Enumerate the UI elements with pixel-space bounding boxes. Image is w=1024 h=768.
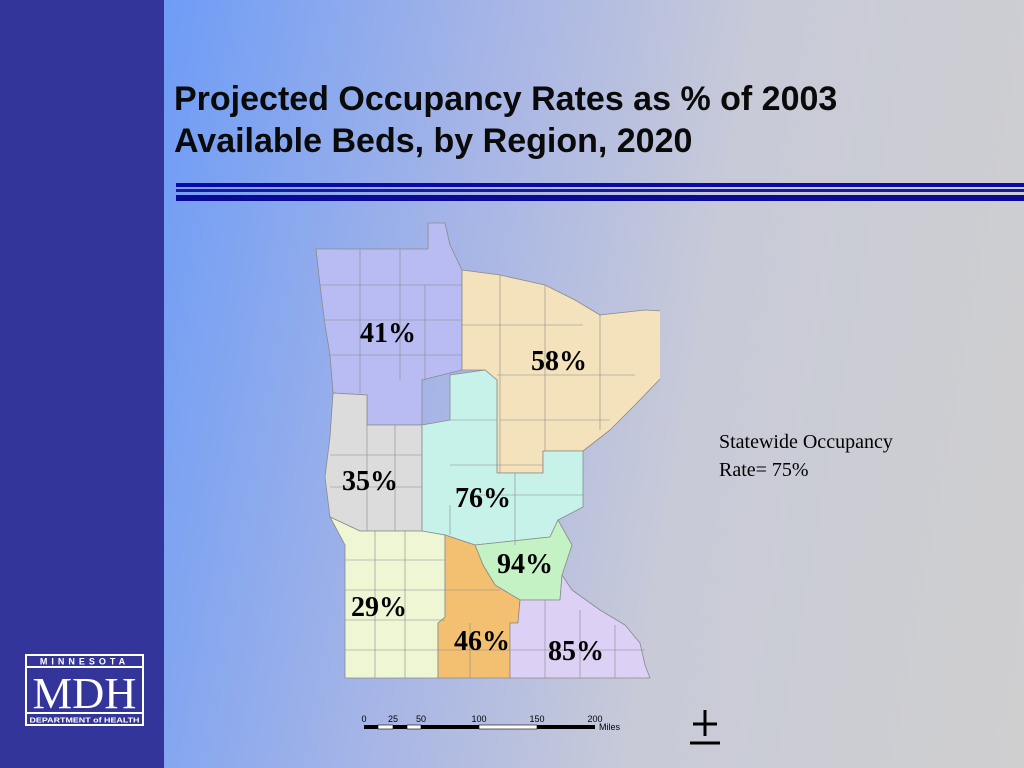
title-line-2: Available Beds, by Region, 2020 bbox=[174, 122, 693, 160]
title-rule-bottom bbox=[176, 195, 1024, 201]
label-northeast: 58% bbox=[531, 346, 587, 377]
label-northwest: 41% bbox=[360, 318, 416, 349]
scale-tick-150: 150 bbox=[529, 714, 544, 724]
logo-top-text: MINNESOTA bbox=[40, 657, 129, 667]
scale-bar: 0 25 50 100 150 200 Miles bbox=[361, 714, 621, 732]
region-northwest bbox=[315, 222, 463, 426]
statewide-rate-note: Statewide Occupancy Rate= 75% bbox=[719, 428, 979, 484]
scale-tick-0: 0 bbox=[361, 714, 366, 724]
statewide-line-2: Rate= 75% bbox=[719, 459, 809, 481]
scale-tick-50: 50 bbox=[416, 714, 426, 724]
mdh-logo: MINNESOTA MDH DEPARTMENT of HEALTH bbox=[25, 654, 144, 726]
region-percent-labels: 41% 58% 35% 76% 94% 29% 46% 85% bbox=[342, 318, 604, 667]
logo-main-text: MDH bbox=[33, 669, 137, 718]
label-central: 76% bbox=[455, 483, 511, 514]
scale-tick-200: 200 bbox=[587, 714, 602, 724]
label-southwest: 29% bbox=[351, 592, 407, 623]
label-south-central: 46% bbox=[454, 626, 510, 657]
label-metro: 94% bbox=[497, 549, 553, 580]
title-rule-middle bbox=[176, 189, 1024, 192]
label-southeast: 85% bbox=[548, 636, 604, 667]
north-arrow-icon bbox=[690, 710, 720, 745]
statewide-line-1: Statewide Occupancy bbox=[719, 431, 893, 453]
minnesota-region-map: 41% 58% 35% 76% 94% 29% 46% 85% bbox=[315, 222, 660, 679]
title-line-1: Projected Occupancy Rates as % of 2003 bbox=[174, 80, 838, 118]
title-rule-top bbox=[176, 183, 1024, 187]
scale-segments bbox=[364, 724, 595, 730]
logo-bottom-text: DEPARTMENT of HEALTH bbox=[30, 716, 140, 725]
slide-title: Projected Occupancy Rates as % of 2003 A… bbox=[174, 78, 994, 162]
scale-unit: Miles bbox=[599, 722, 621, 732]
scale-tick-25: 25 bbox=[388, 714, 398, 724]
label-west: 35% bbox=[342, 466, 398, 497]
scale-tick-100: 100 bbox=[471, 714, 486, 724]
sidebar-band: MINNESOTA MDH DEPARTMENT of HEALTH bbox=[0, 0, 164, 768]
county-boundaries bbox=[320, 249, 645, 678]
